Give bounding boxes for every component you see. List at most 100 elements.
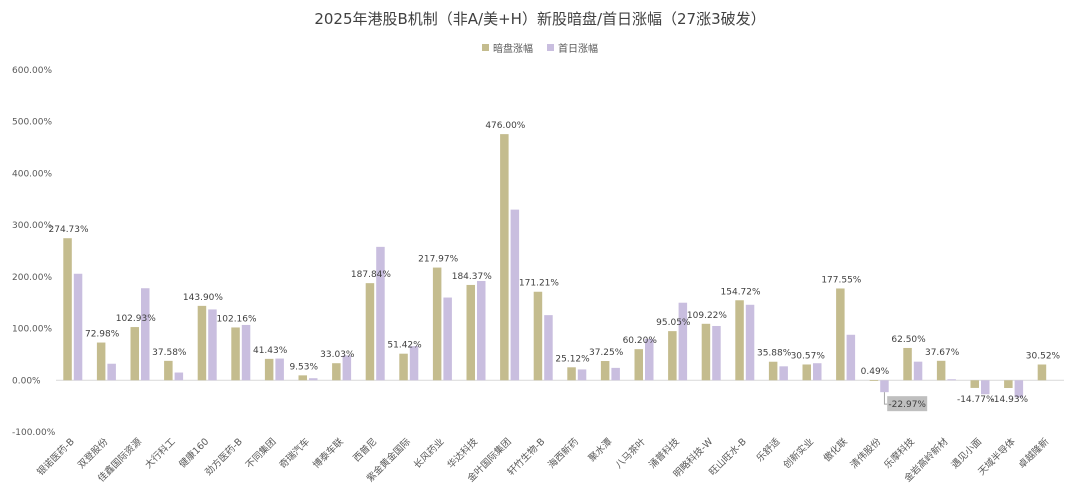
- bar-series1: [544, 315, 553, 381]
- category-tick-label: 健康160: [177, 436, 212, 471]
- bar-series0: [365, 283, 375, 381]
- data-label: 30.52%: [1026, 352, 1061, 362]
- data-label: 109.22%: [687, 311, 727, 321]
- bar-series0: [533, 291, 543, 381]
- bar-series1: [141, 288, 150, 381]
- data-label: 143.90%: [183, 293, 223, 303]
- legend-label-series-1: 首日涨幅: [558, 44, 598, 55]
- category-tick-label: 银诺医药-B: [35, 436, 77, 478]
- bar-series0: [836, 288, 845, 381]
- category-tick-label: 双登股份: [75, 435, 111, 471]
- bar-series1: [73, 273, 83, 381]
- bar-series0: [197, 305, 207, 381]
- y-tick-label: 600.00%: [12, 66, 52, 76]
- bar-series1: [309, 378, 318, 381]
- data-label: -14.77%: [957, 395, 995, 405]
- data-label: 37.67%: [925, 348, 960, 358]
- category-tick-label: 清伟股份: [848, 435, 884, 471]
- legend-item-series-0: 暗盘涨幅: [482, 40, 533, 55]
- bar-series0: [164, 360, 173, 381]
- bar-series1: [510, 209, 520, 381]
- bar-series0: [701, 323, 711, 381]
- data-label: 62.50%: [891, 335, 926, 345]
- data-label: 0.49%: [861, 367, 890, 377]
- category-tick-label: 八马茶叶: [613, 435, 649, 471]
- bar-series0: [970, 380, 979, 388]
- annotation-box: [887, 396, 928, 412]
- bar-series1: [409, 346, 419, 381]
- bar-series0: [63, 238, 72, 381]
- data-label: 25.12%: [555, 354, 590, 364]
- category-tick-label: 乐舒适: [754, 435, 783, 464]
- bar-series1: [712, 325, 721, 381]
- bar-series1: [1014, 380, 1024, 398]
- data-label: 274.73%: [49, 225, 89, 235]
- chart-title: 2025年港股B机制（非A/美+H）新股暗盘/首日涨幅（27涨3破发）: [314, 10, 766, 28]
- bar-series1: [208, 309, 217, 381]
- category-tick-label: 遇见小面: [949, 436, 984, 471]
- bar-series1: [477, 280, 486, 381]
- category-tick-label: 长风药业: [411, 436, 446, 471]
- data-label: 217.97%: [418, 255, 458, 265]
- bar-series0: [903, 347, 912, 381]
- category-tick-label: 乐摩科技: [882, 435, 918, 471]
- bar-series1: [981, 380, 990, 395]
- bar-series1: [443, 297, 452, 381]
- legend-swatch-series-0: [482, 44, 489, 51]
- bar-series1: [947, 379, 956, 381]
- y-tick-label: 300.00%: [12, 221, 52, 231]
- bar-series0: [567, 367, 576, 381]
- category-tick-label: 博泰车联: [310, 435, 346, 471]
- data-label: 476.00%: [485, 121, 525, 131]
- data-label: 37.58%: [152, 348, 187, 358]
- bar-series0: [634, 349, 643, 381]
- bar-series0: [432, 267, 442, 381]
- data-label: 95.05%: [656, 318, 691, 328]
- bar-series0: [332, 363, 341, 381]
- legend-swatch-series-1: [547, 44, 554, 51]
- y-tick-label: -100.00%: [12, 428, 56, 438]
- bar-series1: [745, 304, 755, 381]
- category-tick-label: 西普尼: [351, 436, 380, 465]
- data-label: 177.55%: [821, 275, 861, 285]
- bar-series0: [96, 342, 106, 381]
- bar-series0: [264, 358, 274, 381]
- category-tick-label: 创新实业: [781, 436, 816, 471]
- bar-series0: [298, 375, 307, 381]
- data-label: 30.57%: [791, 351, 826, 361]
- bar-series0: [600, 361, 610, 381]
- category-tick-label: 聚水潭: [586, 435, 615, 464]
- data-label: 187.84%: [351, 270, 391, 280]
- bar-series0: [466, 284, 475, 381]
- category-tick-label: 大行科工: [142, 435, 178, 471]
- bar-series1: [645, 338, 654, 381]
- bar-series0: [668, 331, 677, 381]
- bar-series0: [500, 134, 509, 381]
- bar-series0: [1004, 380, 1013, 389]
- bar-series1: [376, 246, 385, 381]
- bar-series1: [880, 380, 889, 393]
- bar-series1: [275, 358, 284, 381]
- bar-series0: [735, 300, 744, 381]
- bar-series1: [241, 324, 251, 381]
- legend-label-series-0: 暗盘涨幅: [493, 44, 533, 55]
- bar-series0: [802, 364, 811, 381]
- y-tick-label: 400.00%: [12, 169, 52, 179]
- category-tick-label: 傲化联: [821, 435, 850, 464]
- y-tick-label: 200.00%: [12, 273, 52, 283]
- bar-series1: [813, 363, 822, 381]
- annotation-leader: [883, 392, 888, 405]
- bar-series0: [231, 327, 240, 381]
- bar-series1: [913, 361, 923, 381]
- category-tick-label: 奇瑞汽车: [277, 436, 312, 471]
- bar-series0: [130, 327, 139, 381]
- y-tick-label: 0.00%: [12, 376, 41, 386]
- category-tick-label: 不同集团: [243, 436, 278, 471]
- y-tick-label: 100.00%: [12, 325, 52, 335]
- data-label: 37.25%: [589, 348, 624, 358]
- bar-series0: [869, 380, 879, 381]
- bar-series0: [768, 361, 778, 381]
- bar-series1: [678, 302, 688, 381]
- data-label: 102.16%: [217, 314, 257, 324]
